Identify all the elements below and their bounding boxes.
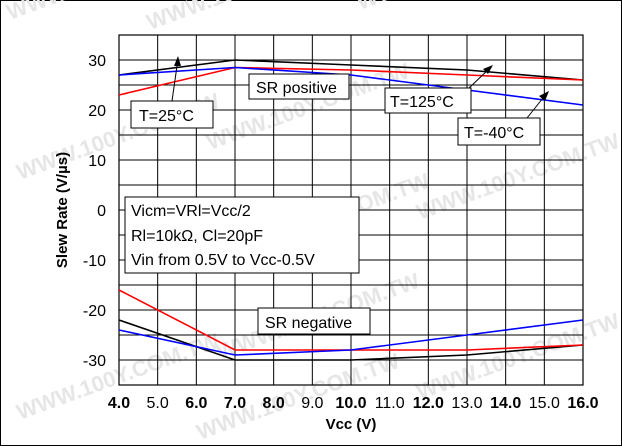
label-box-sr-positive (248, 73, 350, 100)
series-line-positive-0 (118, 59, 584, 81)
x-tick-label: 16.0 (567, 395, 598, 412)
y-tick-label: 10 (88, 153, 106, 170)
label-box-tm40 (457, 117, 541, 146)
x-tick-label: 10.0 (335, 395, 366, 412)
label-box-t125 (384, 87, 472, 114)
conditions-box-frame (124, 196, 360, 274)
condition-line-2: Rl=10kΩ, Cl=20pF (131, 228, 263, 245)
y-axis-label: Slew Rate (V/µs) (54, 152, 71, 268)
series-layer (118, 59, 584, 361)
annotation-tm40: T=-40°C (457, 91, 549, 146)
x-tick-label: 4.0 (108, 395, 130, 412)
series-line-positive-2 (118, 66, 584, 106)
arrowhead-t125 (483, 65, 493, 74)
condition-line-1: Vicm=VRl=Vcc/2 (131, 203, 251, 220)
y-tick-label: -20 (83, 303, 106, 320)
y-tick-label: 0 (97, 203, 106, 220)
series-line-positive-1 (118, 66, 584, 96)
x-tick-label: 14.0 (490, 395, 521, 412)
y-tick-label: -30 (83, 353, 106, 370)
annotation-sr-positive: SR positive (248, 73, 350, 100)
condition-line-3: Vin from 0.5V to Vcc-0.5V (131, 252, 315, 269)
series-line-negative-5 (118, 319, 584, 356)
watermark-text: WWW.100Y.COM.TW (143, 0, 353, 35)
label-sr-negative: SR negative (265, 315, 352, 332)
x-tick-label: 6.0 (185, 395, 207, 412)
label-tm40: T=-40°C (464, 125, 524, 142)
label-box-sr-negative (257, 307, 371, 335)
x-axis-label: Vcc (V) (326, 416, 377, 433)
label-sr-positive: SR positive (256, 80, 337, 97)
x-tick-label: 11.0 (375, 395, 405, 412)
label-t25: T=25°C (139, 108, 194, 125)
x-tick-label: 7.0 (224, 395, 246, 412)
arrowhead-tm40 (539, 91, 549, 101)
arrowhead-t25 (174, 56, 181, 66)
x-tick-label: 15.0 (529, 395, 560, 412)
x-tick-labels: 4.0 5.0 6.0 7.0 8.0 9.0 10.0 11.0 12.0 13.0 14.0 15… (108, 395, 599, 412)
label-box-t25 (130, 100, 214, 129)
conditions-box: Vicm=VRl=Vcc/2 Rl=10kΩ, Cl=20pF Vin from… (124, 196, 360, 274)
annotation-sr-negative: SR negative (257, 307, 371, 335)
y-tick-labels: 30 20 10 0 -10 -20 -30 (83, 53, 106, 370)
x-tick-label: 9.0 (301, 395, 323, 412)
plot-area-border (118, 34, 584, 386)
label-t125: T=125°C (390, 94, 454, 111)
watermark-text: WWW.100Y.COM.TW (353, 0, 563, 15)
y-tick-label: 30 (88, 53, 106, 70)
x-tick-label: 5.0 (147, 395, 169, 412)
annotation-t125: T=125°C (384, 65, 493, 114)
x-tick-label: 12.0 (413, 395, 444, 412)
y-tick-label: 20 (88, 103, 106, 120)
y-tick-label: -10 (83, 253, 106, 270)
annotation-t25: T=25°C (130, 56, 214, 129)
x-tick-label: 13.0 (451, 395, 482, 412)
x-tick-label: 8.0 (263, 395, 285, 412)
